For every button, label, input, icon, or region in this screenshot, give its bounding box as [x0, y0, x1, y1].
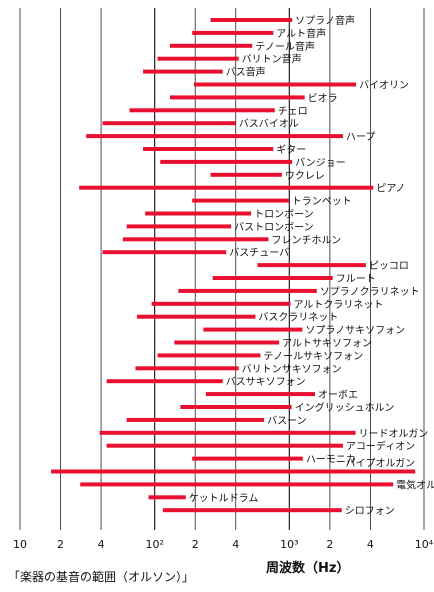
- instrument-label: オーボエ: [318, 389, 358, 401]
- x-tick-label: 2: [57, 538, 64, 551]
- range-bar: [143, 69, 223, 74]
- range-bar: [106, 443, 343, 448]
- range-bar: [203, 327, 303, 332]
- instrument-label: ギター: [276, 144, 306, 156]
- instrument-label: ビオラ: [308, 92, 338, 104]
- instrument-label: パイプオルガン: [345, 458, 415, 470]
- instrument-label: ソプラノ音声: [295, 14, 355, 27]
- range-bar: [192, 30, 274, 35]
- range-bar: [102, 121, 236, 126]
- instrument-label: シロフォン: [345, 506, 395, 517]
- range-bar: [51, 469, 416, 474]
- instrument-label: ハープ: [346, 131, 375, 143]
- range-bar: [194, 82, 357, 87]
- instrument-label: バスチューバ: [229, 247, 289, 259]
- instrument-label: アルトクラリネット: [293, 299, 383, 311]
- range-bar: [174, 340, 280, 345]
- range-bar: [212, 276, 333, 280]
- instrument-label: フルート: [336, 274, 376, 285]
- range-bar: [210, 172, 282, 177]
- range-bar: [192, 456, 303, 461]
- range-bar: [210, 18, 293, 22]
- range-bar: [102, 250, 227, 255]
- range-bar: [192, 198, 289, 203]
- range-bar: [170, 95, 305, 100]
- range-bar: [99, 430, 356, 435]
- instrument-label: バンジョー: [295, 157, 346, 169]
- x-axis-label: 周波数（Hz）: [266, 561, 350, 576]
- instrument-label: テノールサキソフォン: [263, 350, 363, 362]
- range-bar: [122, 237, 269, 242]
- range-bar: [126, 417, 265, 422]
- range-bar: [157, 353, 261, 358]
- range-bar: [143, 147, 274, 151]
- instrument-label: アルトサキソフォン: [282, 338, 372, 350]
- x-tick-label: 2: [192, 538, 199, 551]
- instrument-label: ソプラノクラリネット: [320, 286, 420, 298]
- range-bar: [129, 108, 275, 113]
- instrument-label: バスーン: [267, 415, 307, 427]
- instrument-label: バイオリン: [359, 80, 409, 92]
- range-bar: [80, 482, 394, 487]
- range-bar: [86, 134, 343, 139]
- x-tick-label: 10⁴: [415, 538, 434, 551]
- instrument-label: バリトンサキソフォン: [242, 363, 342, 375]
- instrument-label: トランペット: [292, 196, 352, 208]
- instrument-label: フレンチホルン: [271, 234, 341, 246]
- range-bar: [145, 211, 252, 216]
- instrument-label: アルト音声: [276, 27, 326, 40]
- instrument-label: バスクラリネット: [258, 312, 338, 324]
- instrument-label: ウクレレ: [285, 170, 325, 182]
- instrument-label: チェロ: [278, 105, 308, 117]
- instrument-label: アコーディオン: [346, 440, 415, 453]
- range-bar: [162, 508, 342, 513]
- range-bar: [126, 224, 232, 229]
- instrument-label: バスバイオル: [239, 118, 299, 130]
- instrument-label: ソプラノサキソフォン: [305, 325, 405, 337]
- range-bar: [170, 43, 253, 48]
- instrument-label: バスサキソフォン: [226, 376, 306, 388]
- instrument-label: バス音声: [226, 66, 266, 79]
- instrument-label: トロンボーン: [254, 209, 313, 221]
- x-tick-label: 4: [232, 538, 239, 551]
- range-bar: [178, 288, 317, 293]
- instrument-label: ピッコロ: [369, 260, 409, 272]
- instrument-label: テノール音声: [255, 40, 315, 53]
- range-bar: [180, 405, 292, 409]
- x-tick-label: 2: [326, 538, 333, 551]
- instrument-label: ケットルドラム: [189, 492, 259, 504]
- x-tick-label: 10³: [280, 538, 298, 551]
- range-bar: [106, 379, 223, 384]
- range-bar: [79, 185, 374, 190]
- x-tick-label: 4: [98, 538, 105, 551]
- instrument-label: バストロンボーン: [234, 221, 314, 233]
- instrument-label: バリトン音声: [242, 53, 302, 66]
- instrument-label: 電気オルガン: [396, 478, 434, 491]
- instrument-label: リードオルガン: [359, 428, 429, 440]
- range-bar: [257, 263, 366, 268]
- x-tick-label: 10: [13, 538, 27, 551]
- instrument-label: イングリッシュホルン: [295, 401, 395, 414]
- range-bar: [160, 159, 293, 164]
- instrument-label: ピアノ: [376, 183, 405, 195]
- figure-caption: 「楽器の基音の範囲（オルソン）」: [8, 570, 195, 584]
- x-tick-label: 10²: [145, 538, 163, 551]
- range-bar: [148, 495, 186, 500]
- x-tick-label: 4: [367, 538, 374, 551]
- range-bar: [135, 366, 239, 371]
- range-bar: [157, 56, 239, 61]
- instrument-label: ハーモニカ: [306, 454, 356, 466]
- range-bar: [137, 314, 256, 319]
- range-bar: [205, 392, 315, 397]
- range-bar: [151, 301, 291, 306]
